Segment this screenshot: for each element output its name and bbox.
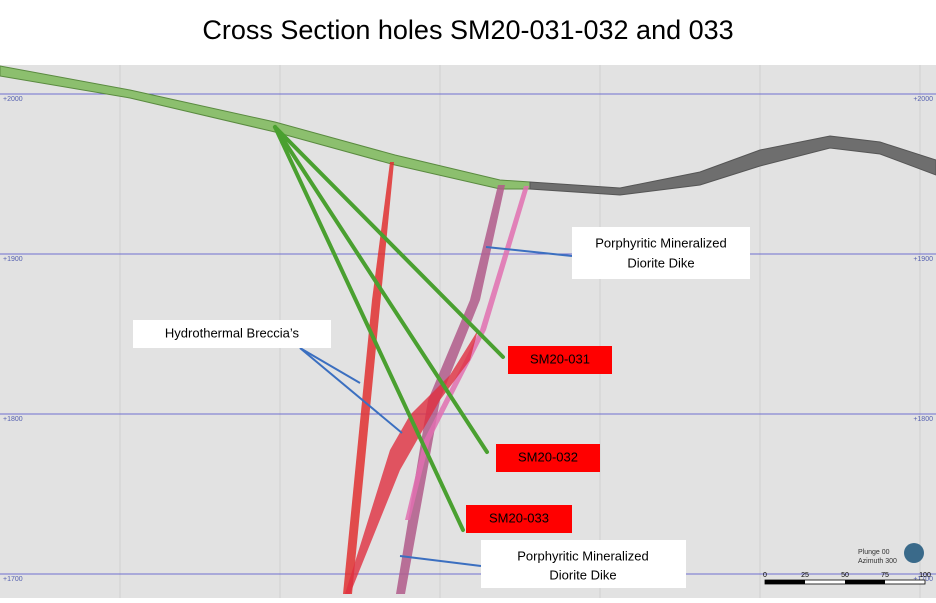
hole-label: SM20-033: [489, 510, 549, 525]
elevation-label: +2000: [3, 96, 23, 103]
scale-bar: [764, 579, 926, 585]
elevation-label: +1800: [913, 416, 933, 423]
topography-grey: [529, 135, 936, 196]
elevation-label: +1800: [3, 416, 23, 423]
dike-label: Porphyritic Mineralized: [595, 235, 727, 250]
scale-label: 0: [763, 572, 767, 579]
plunge: Plunge 00: [858, 549, 890, 556]
scale-label: 100: [919, 572, 931, 579]
elevation-label: +1900: [913, 256, 933, 263]
dike-2: [405, 186, 529, 520]
elevation-lines: [0, 93, 936, 575]
scale-label: 50: [841, 572, 849, 579]
dike-label: Porphyritic Mineralized: [517, 548, 649, 563]
scale-label: 75: [881, 572, 889, 579]
hole-label: SM20-032: [518, 449, 578, 464]
scale-label: 25: [801, 572, 809, 579]
dike-label: Diorite Dike: [549, 567, 616, 582]
arrows: [299, 246, 573, 567]
elevation-labels: +2000 +1900 +1800 +1700 +2000 +1900 +1800 +1700: [3, 96, 933, 583]
breccia-label: Hydrothermal Breccia’s: [165, 325, 300, 340]
azimuth: Azimuth 300: [858, 558, 897, 565]
dike-label: Diorite Dike: [627, 255, 694, 270]
drill-holes: [273, 125, 505, 532]
elevation-label: +2000: [913, 96, 933, 103]
globe-icon: [904, 543, 924, 563]
scale-labels: 0 25 50 75 100: [763, 572, 931, 579]
hole-label: SM20-031: [530, 351, 590, 366]
elevation-label: +1700: [913, 576, 933, 583]
breccia-1: [343, 162, 394, 594]
callouts: [133, 227, 750, 588]
dike-1: [396, 185, 505, 594]
elevation-label: +1900: [3, 256, 23, 263]
elevation-label: +1700: [3, 576, 23, 583]
breccia-2: [345, 330, 478, 594]
title: Cross Section holes SM20-031-032 and 033: [202, 15, 733, 45]
